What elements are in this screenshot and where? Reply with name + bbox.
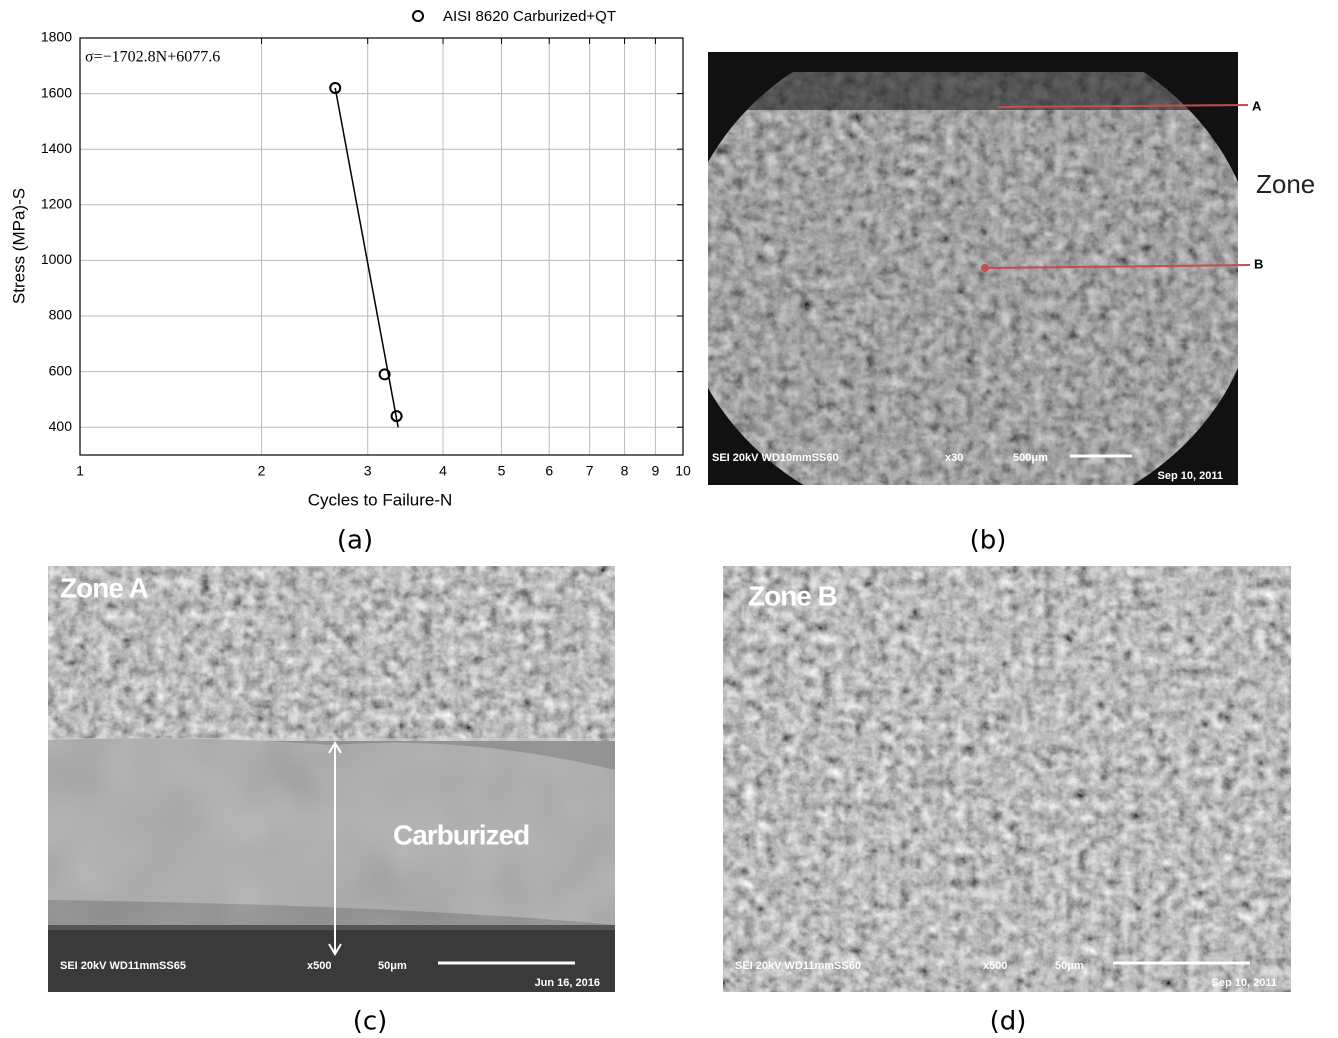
sem-info: 50μm [1055, 960, 1084, 972]
legend-label: AISI 8620 Carburized+QT [443, 8, 616, 25]
x-tick-label: 10 [675, 463, 691, 479]
y-tick-label: 1400 [41, 140, 72, 156]
y-tick-label: 1600 [41, 84, 72, 100]
carburized-texture [48, 738, 615, 925]
sem-info: Jun 16, 2016 [535, 977, 600, 989]
figure: A B Zone SEI 20kV WD10mmSS60 x30 500μm S… [0, 0, 1338, 1038]
sem-info: SEI 20kV WD11mmSS65 [60, 960, 186, 972]
x-tick-label: 9 [652, 463, 660, 479]
x-tick-label: 3 [364, 463, 372, 479]
sem-info: SEI 20kV WD11mmSS60 [735, 960, 861, 972]
sem-info: Sep 10, 2011 [1158, 470, 1223, 482]
x-tick-label: 4 [439, 463, 447, 479]
y-tick-label: 1200 [41, 196, 72, 212]
x-tick-label: 1 [76, 463, 84, 479]
sem-texture [708, 72, 1238, 485]
caption: (c) [353, 1007, 388, 1037]
y-tick-label: 600 [49, 362, 73, 378]
fit-line [335, 88, 398, 427]
sem-info: 500μm [1013, 452, 1048, 464]
sem-texture [723, 566, 1291, 992]
sem-info: SEI 20kV WD10mmSS60 [712, 452, 839, 464]
chart: Cycles to Failure-N Stress (MPa)-S σ=−17… [9, 8, 691, 510]
sem-info: 50μm [378, 960, 407, 972]
x-tick-label: 7 [586, 463, 594, 479]
panel-c: Zone A Carburized SEI 20kV WD11mmSS65 x5… [48, 566, 615, 992]
x-tick-label: 6 [545, 463, 553, 479]
sem-info: x500 [307, 960, 331, 972]
zone-label: A [1252, 98, 1262, 113]
sem-info: x30 [945, 452, 963, 464]
side-text: Zone [1256, 169, 1315, 199]
pointer-dot [981, 264, 989, 272]
caption: (d) [990, 1007, 1027, 1037]
y-tick-label: 1800 [41, 29, 72, 45]
y-tick-label: 800 [49, 307, 73, 323]
panel-d: Zone B SEI 20kV WD11mmSS60 x500 50μm Sep… [723, 566, 1291, 992]
layer-label: Carburized [393, 819, 529, 850]
y-tick-label: 400 [49, 418, 73, 434]
annotation: σ=−1702.8N+6077.6 [85, 49, 220, 66]
zone-title: Zone A [60, 572, 149, 603]
sem-info: x500 [983, 960, 1007, 972]
zone-title: Zone B [748, 580, 837, 611]
y-axis-title: Stress (MPa)-S [9, 188, 28, 304]
x-axis-title: Cycles to Failure-N [308, 490, 453, 509]
x-tick-label: 5 [498, 463, 506, 479]
zone-label: B [1254, 256, 1263, 271]
x-tick-label: 2 [258, 463, 266, 479]
y-tick-label: 1000 [41, 251, 72, 267]
panel-b: A B Zone SEI 20kV WD10mmSS60 x30 500μm S… [708, 52, 1315, 485]
caption: (b) [970, 526, 1007, 556]
plot-frame [80, 38, 683, 455]
x-tick-label: 8 [621, 463, 629, 479]
legend-marker [413, 11, 423, 21]
sem-info: Sep 10, 2011 [1212, 977, 1277, 989]
caption: (a) [337, 526, 373, 556]
